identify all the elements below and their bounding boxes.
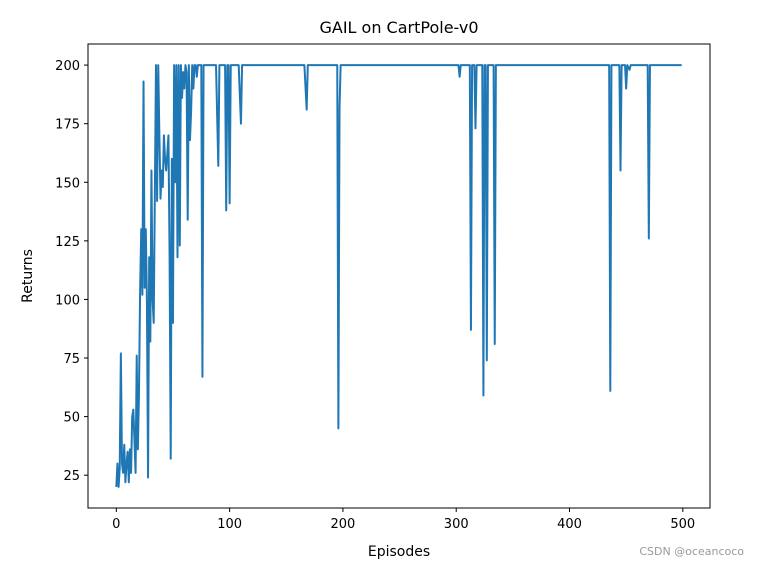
line-series [115, 64, 682, 488]
y-tick-label: 75 [63, 352, 80, 367]
y-tick-label: 125 [55, 235, 80, 250]
chart-title: GAIL on CartPole-v0 [319, 18, 478, 37]
y-axis-label: Returns [20, 249, 36, 303]
x-tick-label: 100 [217, 517, 242, 532]
watermark: CSDN @oceancoco [639, 545, 744, 558]
plot-frame [87, 43, 711, 509]
y-tick-label: 25 [63, 469, 80, 484]
x-tick-label: 0 [112, 517, 120, 532]
y-tick-label: 150 [55, 176, 80, 191]
x-tick-label: 200 [331, 517, 356, 532]
x-axis-label: Episodes [368, 544, 430, 560]
y-tick-label: 50 [63, 411, 80, 426]
x-tick-label: 300 [444, 517, 469, 532]
y-tick-label: 100 [55, 293, 80, 308]
x-tick-label: 400 [557, 517, 582, 532]
y-tick-label: 175 [55, 118, 80, 133]
y-tick-label: 200 [55, 59, 80, 74]
x-tick-label: 500 [670, 517, 695, 532]
